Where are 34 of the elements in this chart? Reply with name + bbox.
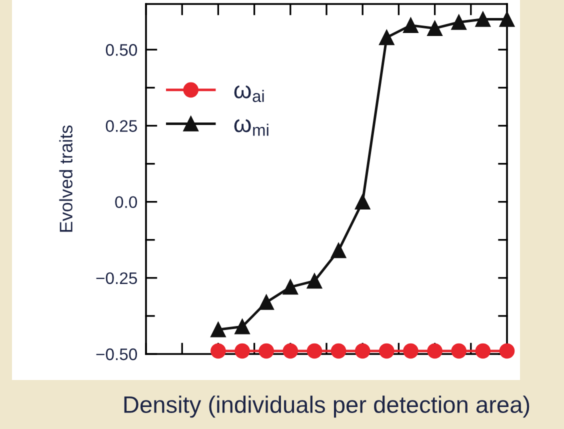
- y-tick-label: −0.50: [96, 348, 138, 360]
- y-tick-label: 0.25: [106, 120, 137, 132]
- point: [282, 343, 298, 359]
- y-tick-label: −0.25: [96, 272, 137, 284]
- point: [403, 343, 418, 359]
- point: [306, 343, 322, 359]
- point: [475, 343, 491, 359]
- legend-label: ω$_{mi}$: [234, 119, 268, 136]
- y-tick-label: 0.50: [106, 44, 138, 56]
- legend-label: ω$_{ai}$: [234, 85, 264, 102]
- point: [354, 194, 370, 210]
- point: [258, 343, 274, 359]
- y-axis-title: Evolved traits: [59, 125, 72, 232]
- point: [330, 343, 346, 359]
- point: [427, 343, 442, 359]
- point: [354, 343, 370, 359]
- point: [379, 343, 394, 359]
- y-tick-label: 0.0: [115, 196, 138, 208]
- point: [451, 343, 467, 359]
- point: [475, 12, 491, 27]
- point: [282, 279, 298, 295]
- point: [306, 273, 322, 289]
- point: [451, 14, 467, 30]
- point: [330, 242, 346, 258]
- point: [210, 322, 226, 338]
- point: [234, 318, 250, 334]
- point: [258, 294, 274, 310]
- point: [403, 18, 418, 33]
- point: [210, 343, 226, 359]
- x-axis-title: Density (individuals per detection area): [124, 396, 530, 418]
- point: [499, 12, 515, 27]
- point: [379, 30, 394, 46]
- point: [427, 20, 442, 36]
- point: [234, 343, 250, 359]
